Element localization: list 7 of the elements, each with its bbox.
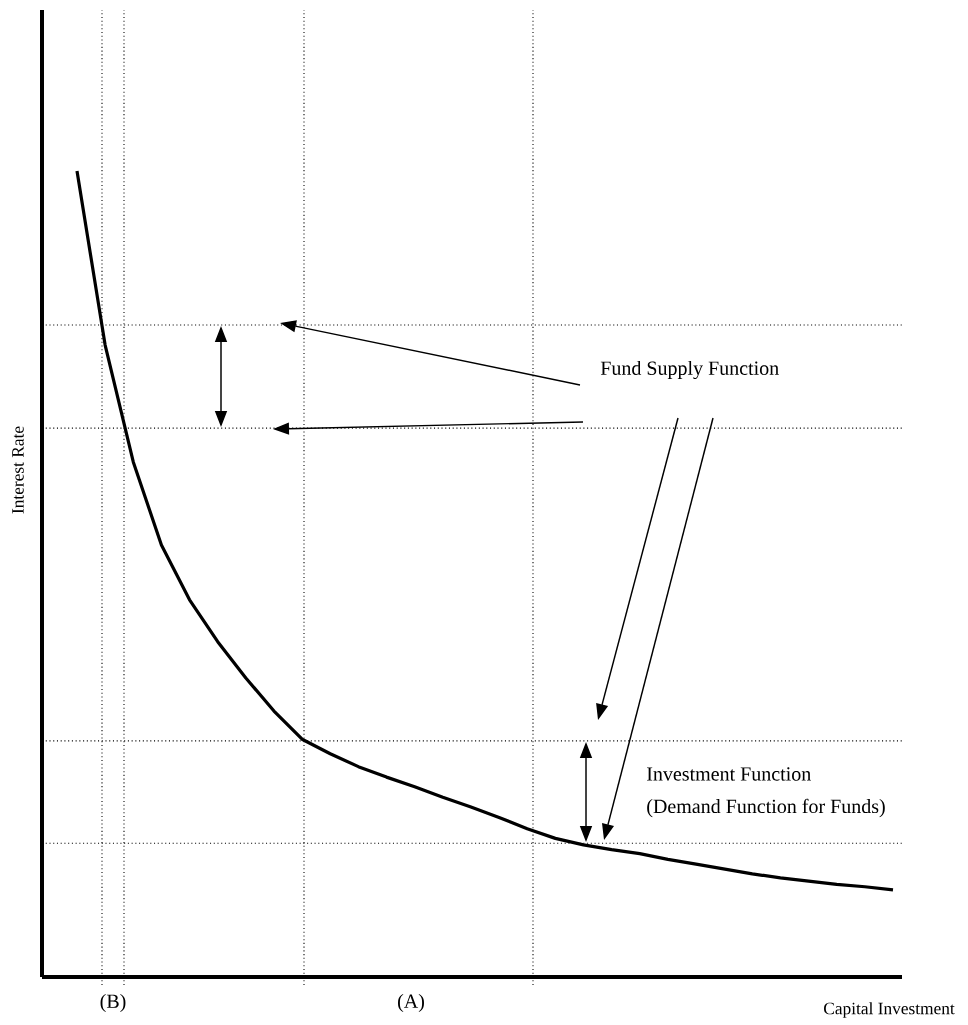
annotation: (Demand Function for Funds) [647, 798, 885, 818]
annotation: Fund Supply Function [600, 360, 779, 380]
text: (B) [100, 993, 126, 1013]
text: (A) [398, 993, 424, 1013]
x-axis-title: Capital Investment [824, 1002, 955, 1018]
y-axis-title: Interest Rate [12, 426, 24, 514]
annotation: Investment Function [647, 767, 811, 781]
